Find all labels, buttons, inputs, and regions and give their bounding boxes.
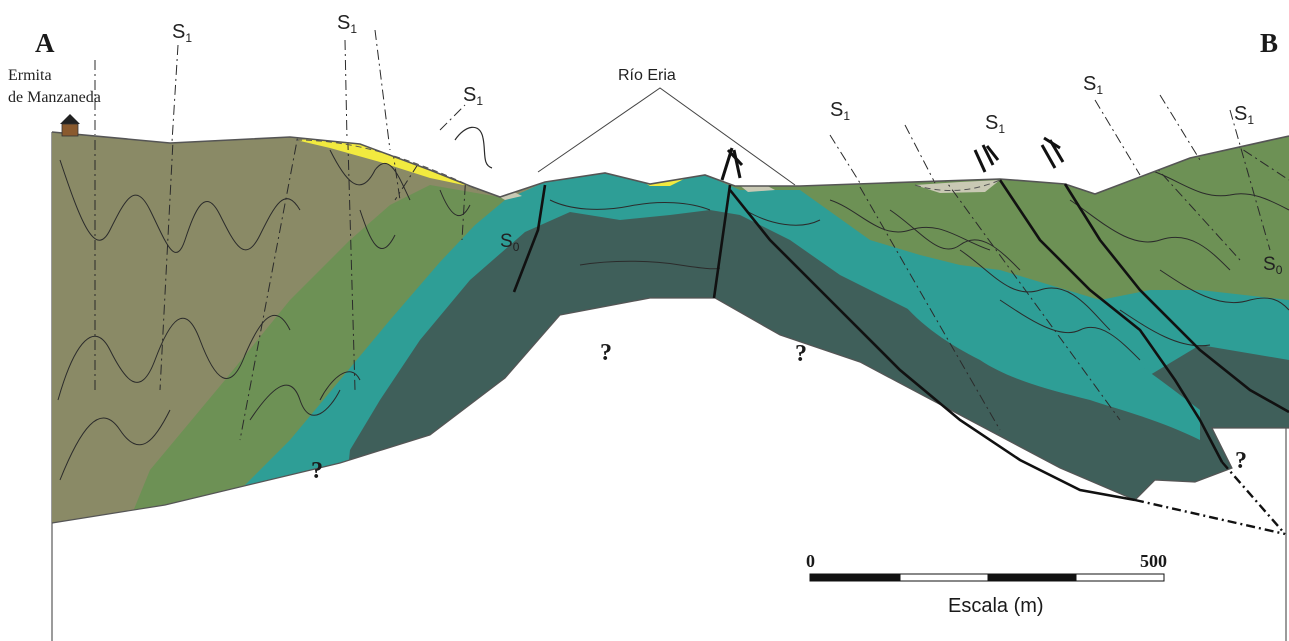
scale-max-label: 500 — [1140, 551, 1167, 571]
fold-traces — [57, 149, 1289, 481]
quaternary-outline — [295, 139, 1001, 191]
cleavage-labels: S1 S1 S1 S1 S1 S1 S1 — [172, 12, 1254, 136]
scale-title: Escala (m) — [948, 595, 1044, 617]
unit-green-west — [80, 185, 505, 523]
s1-label: S1 — [172, 21, 192, 45]
s0-label: S0 — [1263, 254, 1283, 277]
quaternary-yellow-west — [296, 138, 478, 188]
cleavage-leaders — [94, 29, 1241, 184]
fault-movement-arrows — [720, 136, 1065, 181]
fault-central — [712, 184, 732, 299]
river-pointer — [537, 87, 796, 186]
question-mark: ? — [1235, 448, 1247, 474]
fault-thrust-2 — [998, 179, 1224, 463]
scale-segment — [1075, 573, 1165, 582]
section-base — [51, 297, 1289, 524]
s1-label: S1 — [830, 99, 850, 123]
s1-label: S1 — [985, 112, 1005, 136]
corner-label-b: B — [1260, 28, 1278, 58]
bedding-labels: S0 S0 — [500, 231, 1283, 277]
s1-label: S1 — [463, 84, 483, 108]
question-mark: ? — [795, 341, 807, 367]
fault-thrust-1 — [728, 189, 1136, 502]
minor-fold-sketch — [454, 126, 493, 169]
place-label-line2: de Manzaneda — [8, 89, 101, 106]
s1-label: S1 — [1083, 73, 1103, 97]
scale-segment — [899, 573, 989, 582]
question-mark: ? — [311, 458, 323, 484]
scale-bar: 0 500 Escala (m) — [806, 551, 1167, 617]
question-mark: ? — [600, 340, 612, 366]
s0-label: S0 — [500, 231, 520, 254]
corner-label-a: A — [35, 28, 55, 58]
teal-fold-tongues — [900, 296, 1200, 440]
fault-thrust-3 — [1063, 183, 1289, 414]
scale-segment — [987, 573, 1077, 582]
faults — [512, 179, 1289, 502]
chapel-icon — [60, 114, 80, 137]
scale-min-label: 0 — [806, 551, 815, 571]
unknown-markers: ? ? ? ? — [311, 340, 1247, 484]
scale-segment — [809, 573, 901, 582]
faults-inferred — [1134, 461, 1286, 536]
s1-label: S1 — [1234, 103, 1254, 127]
s1-label: S1 — [337, 12, 357, 36]
fault-west — [512, 184, 547, 293]
place-label-line1: Ermita — [8, 67, 52, 84]
river-label: Río Eria — [618, 67, 676, 84]
